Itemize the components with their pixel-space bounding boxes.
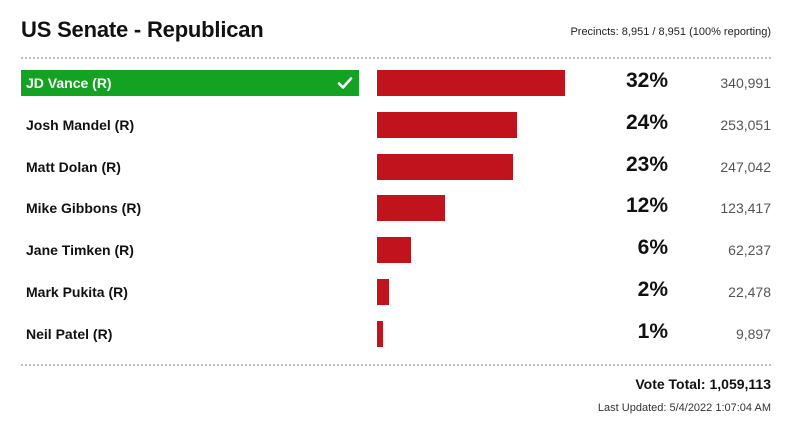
vote-percent: 12% [625, 194, 668, 217]
top-divider [21, 57, 771, 59]
candidate-name-label: Mike Gibbons (R) [26, 200, 142, 216]
vote-bar [377, 279, 389, 305]
vote-bar [377, 237, 411, 263]
candidate-name-label: Mark Pukita (R) [26, 284, 128, 300]
vote-count: 9,897 [735, 326, 771, 342]
precincts-reporting: Precincts: 8,951 / 8,951 (100% reporting… [570, 26, 771, 38]
candidate-name-label: Neil Patel (R) [26, 326, 113, 342]
vote-count: 123,417 [720, 200, 771, 216]
results-header: US Senate - Republican Precincts: 8,951 … [21, 14, 771, 59]
vote-bar [377, 70, 565, 96]
candidate-name-label: Jane Timken (R) [26, 242, 134, 258]
vote-count: 340,991 [720, 75, 771, 91]
vote-percent: 24% [625, 111, 668, 134]
vote-bar [377, 154, 513, 180]
vote-percent: 2% [637, 278, 668, 301]
candidate-row: Mark Pukita (R) 2% 22,478 [21, 278, 771, 305]
vote-total: Vote Total: 1,059,113 [635, 376, 771, 392]
candidate-name-label: Josh Mandel (R) [26, 117, 135, 133]
candidate-name-label: Matt Dolan (R) [26, 159, 121, 175]
candidate-row: Josh Mandel (R) 24% 253,051 [21, 111, 771, 138]
vote-percent: 32% [625, 69, 668, 92]
vote-count: 253,051 [720, 117, 771, 133]
candidate-row: Mike Gibbons (R) 12% 123,417 [21, 194, 771, 221]
checkmark-icon [337, 77, 353, 89]
candidate-row: Jane Timken (R) 6% 62,237 [21, 236, 771, 263]
race-title: US Senate - Republican [21, 17, 264, 42]
vote-percent: 6% [637, 236, 668, 259]
vote-bar [377, 112, 517, 138]
vote-bar [377, 321, 383, 347]
candidate-row: Matt Dolan (R) 23% 247,042 [21, 153, 771, 180]
vote-count: 247,042 [720, 159, 771, 175]
vote-percent: 1% [637, 320, 668, 343]
winner-name-label: JD Vance (R) [21, 70, 359, 96]
vote-count: 62,237 [728, 242, 771, 258]
last-updated: Last Updated: 5/4/2022 1:07:04 AM [597, 402, 771, 414]
bottom-divider [21, 364, 771, 366]
candidate-row: JD Vance (R) 32% 340,991 [21, 69, 771, 96]
vote-percent: 23% [625, 153, 668, 176]
candidate-row: Neil Patel (R) 1% 9,897 [21, 320, 771, 347]
vote-count: 22,478 [728, 284, 771, 300]
vote-bar [377, 195, 445, 221]
